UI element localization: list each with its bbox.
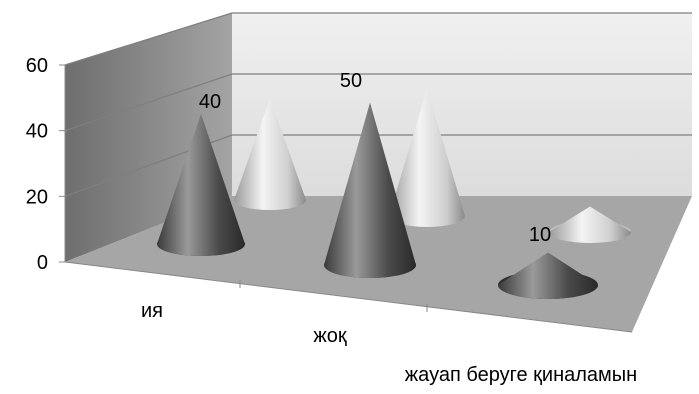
y-tick-label: 60: [26, 55, 48, 77]
data-labels: 40 50 10: [199, 70, 551, 246]
cone-back: [234, 98, 306, 210]
cone-front: [498, 252, 598, 299]
cones: [157, 88, 631, 299]
category-label: жоқ: [313, 325, 347, 347]
y-tick-label: 20: [26, 186, 48, 208]
gridline-side: [64, 73, 233, 132]
category-label: ия: [141, 300, 163, 322]
category-labels: ия жоқ жауап беруге қиналамын: [141, 300, 637, 386]
data-label: 50: [340, 70, 362, 92]
x-axis-line: [64, 261, 633, 333]
gridlines: [64, 12, 692, 197]
data-label: 10: [529, 224, 551, 246]
gridline-side: [64, 12, 233, 66]
cone-front: [324, 102, 416, 278]
data-label: 40: [199, 91, 221, 113]
y-tick-label: 40: [26, 121, 48, 143]
cone-front: [157, 114, 245, 256]
y-axis: 0 20 40 60: [26, 55, 66, 274]
back-wall: [232, 13, 692, 196]
y-tick-label: 0: [37, 252, 48, 274]
cone-back: [389, 88, 465, 227]
cone-back: [549, 206, 631, 243]
category-label: жауап беруге қиналамын: [405, 364, 637, 386]
x-axis-ticks: [239, 280, 428, 312]
